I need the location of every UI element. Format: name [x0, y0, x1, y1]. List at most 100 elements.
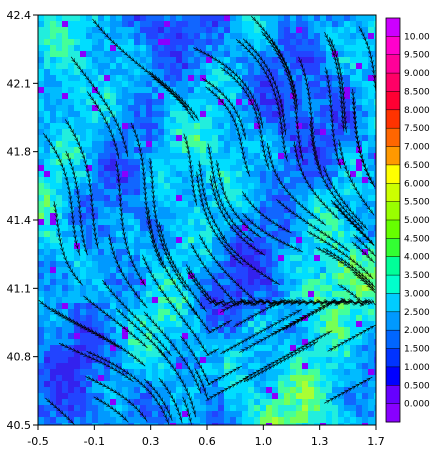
- field-cell: [374, 219, 376, 226]
- field-cell: [308, 75, 315, 82]
- field-cell: [320, 153, 327, 160]
- field-cell: [170, 33, 177, 40]
- field-cell: [368, 39, 375, 46]
- field-cell: [134, 201, 141, 208]
- field-cell: [374, 87, 376, 94]
- field-cell: [290, 285, 297, 292]
- field-cell: [128, 189, 135, 196]
- field-cell: [374, 375, 376, 382]
- field-cell: [308, 399, 315, 406]
- field-cell: [44, 273, 51, 280]
- field-cell: [314, 123, 321, 130]
- field-cell: [170, 285, 177, 292]
- field-cell: [176, 39, 183, 46]
- field-cell: [236, 87, 243, 94]
- field-cell: [272, 33, 279, 40]
- field-cell: [38, 249, 45, 256]
- field-cell: [356, 165, 363, 172]
- field-cell: [356, 87, 363, 94]
- field-cell: [248, 279, 255, 286]
- field-cell: [38, 165, 45, 172]
- field-cell: [50, 339, 57, 346]
- field-cell: [350, 321, 357, 328]
- field-cell: [50, 345, 57, 352]
- field-cell: [122, 75, 129, 82]
- field-cell: [356, 423, 363, 425]
- field-cell: [50, 363, 57, 370]
- field-cell: [350, 309, 357, 316]
- field-cell: [368, 129, 375, 136]
- field-cell: [284, 153, 291, 160]
- field-cell: [128, 411, 135, 418]
- field-cell: [50, 129, 57, 136]
- field-cell: [134, 207, 141, 214]
- field-cell: [170, 141, 177, 148]
- field-cell: [266, 105, 273, 112]
- field-cell: [116, 75, 123, 82]
- field-cell: [332, 339, 339, 346]
- field-cell: [176, 249, 183, 256]
- field-cell: [302, 225, 309, 232]
- field-cell: [68, 321, 75, 328]
- field-cell: [284, 171, 291, 178]
- field-cell: [164, 135, 171, 142]
- field-cell: [116, 333, 123, 340]
- field-cell: [218, 81, 225, 88]
- field-cell: [236, 189, 243, 196]
- field-cell: [140, 291, 147, 298]
- field-cell: [362, 387, 369, 394]
- field-cell: [140, 243, 147, 250]
- field-cell: [50, 117, 57, 124]
- field-cell: [164, 75, 171, 82]
- field-cell: [296, 279, 303, 286]
- field-cell: [80, 285, 87, 292]
- field-cell: [350, 357, 357, 364]
- field-cell: [200, 165, 207, 172]
- field-cell: [296, 81, 303, 88]
- field-cell: [290, 177, 297, 184]
- field-cell: [314, 417, 321, 424]
- field-cell: [362, 105, 369, 112]
- field-cell: [128, 153, 135, 160]
- field-cell: [302, 135, 309, 142]
- field-cell: [140, 333, 147, 340]
- field-cell: [68, 87, 75, 94]
- field-cell: [302, 333, 309, 340]
- field-cell: [368, 21, 375, 28]
- field-cell: [44, 15, 51, 22]
- field-cell: [140, 33, 147, 40]
- field-cell: [344, 309, 351, 316]
- field-cell: [278, 189, 285, 196]
- field-cell: [98, 51, 105, 58]
- field-cell: [338, 327, 345, 334]
- field-cell: [134, 255, 141, 262]
- field-cell: [170, 45, 177, 52]
- field-cell: [266, 369, 273, 376]
- field-cell: [242, 231, 249, 238]
- field-cell: [122, 423, 129, 425]
- field-cell: [86, 81, 93, 88]
- colorbar-swatch: [386, 128, 400, 148]
- field-cell: [206, 33, 213, 40]
- field-cell: [182, 57, 189, 64]
- field-cell: [362, 63, 369, 70]
- field-cell: [272, 285, 279, 292]
- field-cell: [92, 225, 99, 232]
- field-cell: [242, 57, 249, 64]
- field-cell: [272, 405, 279, 412]
- field-cell: [80, 369, 87, 376]
- field-cell: [164, 123, 171, 130]
- field-cell: [92, 195, 99, 202]
- field-cell: [326, 321, 333, 328]
- field-cell: [326, 267, 333, 274]
- field-cell: [98, 213, 105, 220]
- field-cell: [320, 183, 327, 190]
- field-cell: [110, 315, 117, 322]
- field-cell: [170, 195, 177, 202]
- field-cell: [104, 27, 111, 34]
- field-cell: [320, 33, 327, 40]
- field-cell: [86, 183, 93, 190]
- field-cell: [80, 171, 87, 178]
- field-cell: [368, 375, 375, 382]
- field-cell: [338, 51, 345, 58]
